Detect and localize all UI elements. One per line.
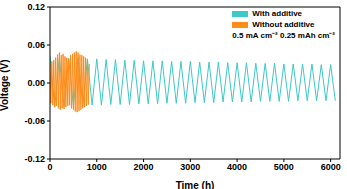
svg-text:1000: 1000	[87, 162, 107, 172]
svg-text:0.12: 0.12	[27, 2, 45, 12]
svg-text:6000: 6000	[321, 162, 339, 172]
svg-text:0: 0	[47, 162, 52, 172]
html-text:Without additive: Without additive	[252, 20, 315, 29]
svg-text:5000: 5000	[274, 162, 294, 172]
svg-text:Voltage (V): Voltage (V)	[8, 60, 10, 111]
html-text:0.5 mA cm⁻² 0.25 mAh cm⁻²: 0.5 mA cm⁻² 0.25 mAh cm⁻²	[232, 31, 335, 40]
svg-text:-0.12: -0.12	[24, 154, 45, 164]
svg-text:0.00: 0.00	[27, 78, 45, 88]
html-text:With additive: With additive	[252, 9, 303, 18]
svg-text:2000: 2000	[134, 162, 154, 172]
svg-text:4000: 4000	[227, 162, 247, 172]
svg-text:Time (h): Time (h)	[176, 180, 215, 189]
svg-text:-0.06: -0.06	[24, 116, 45, 126]
svg-text:0.06: 0.06	[27, 40, 45, 50]
svg-text:3000: 3000	[180, 162, 200, 172]
